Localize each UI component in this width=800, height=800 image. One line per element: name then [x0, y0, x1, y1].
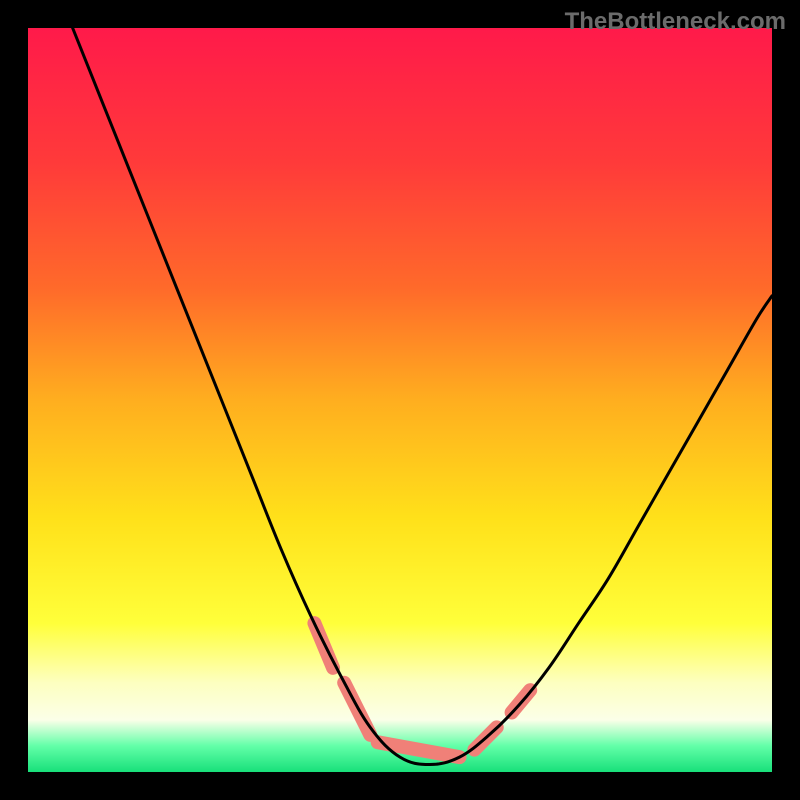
gradient-background — [28, 28, 772, 772]
bottleneck-chart — [0, 0, 800, 800]
